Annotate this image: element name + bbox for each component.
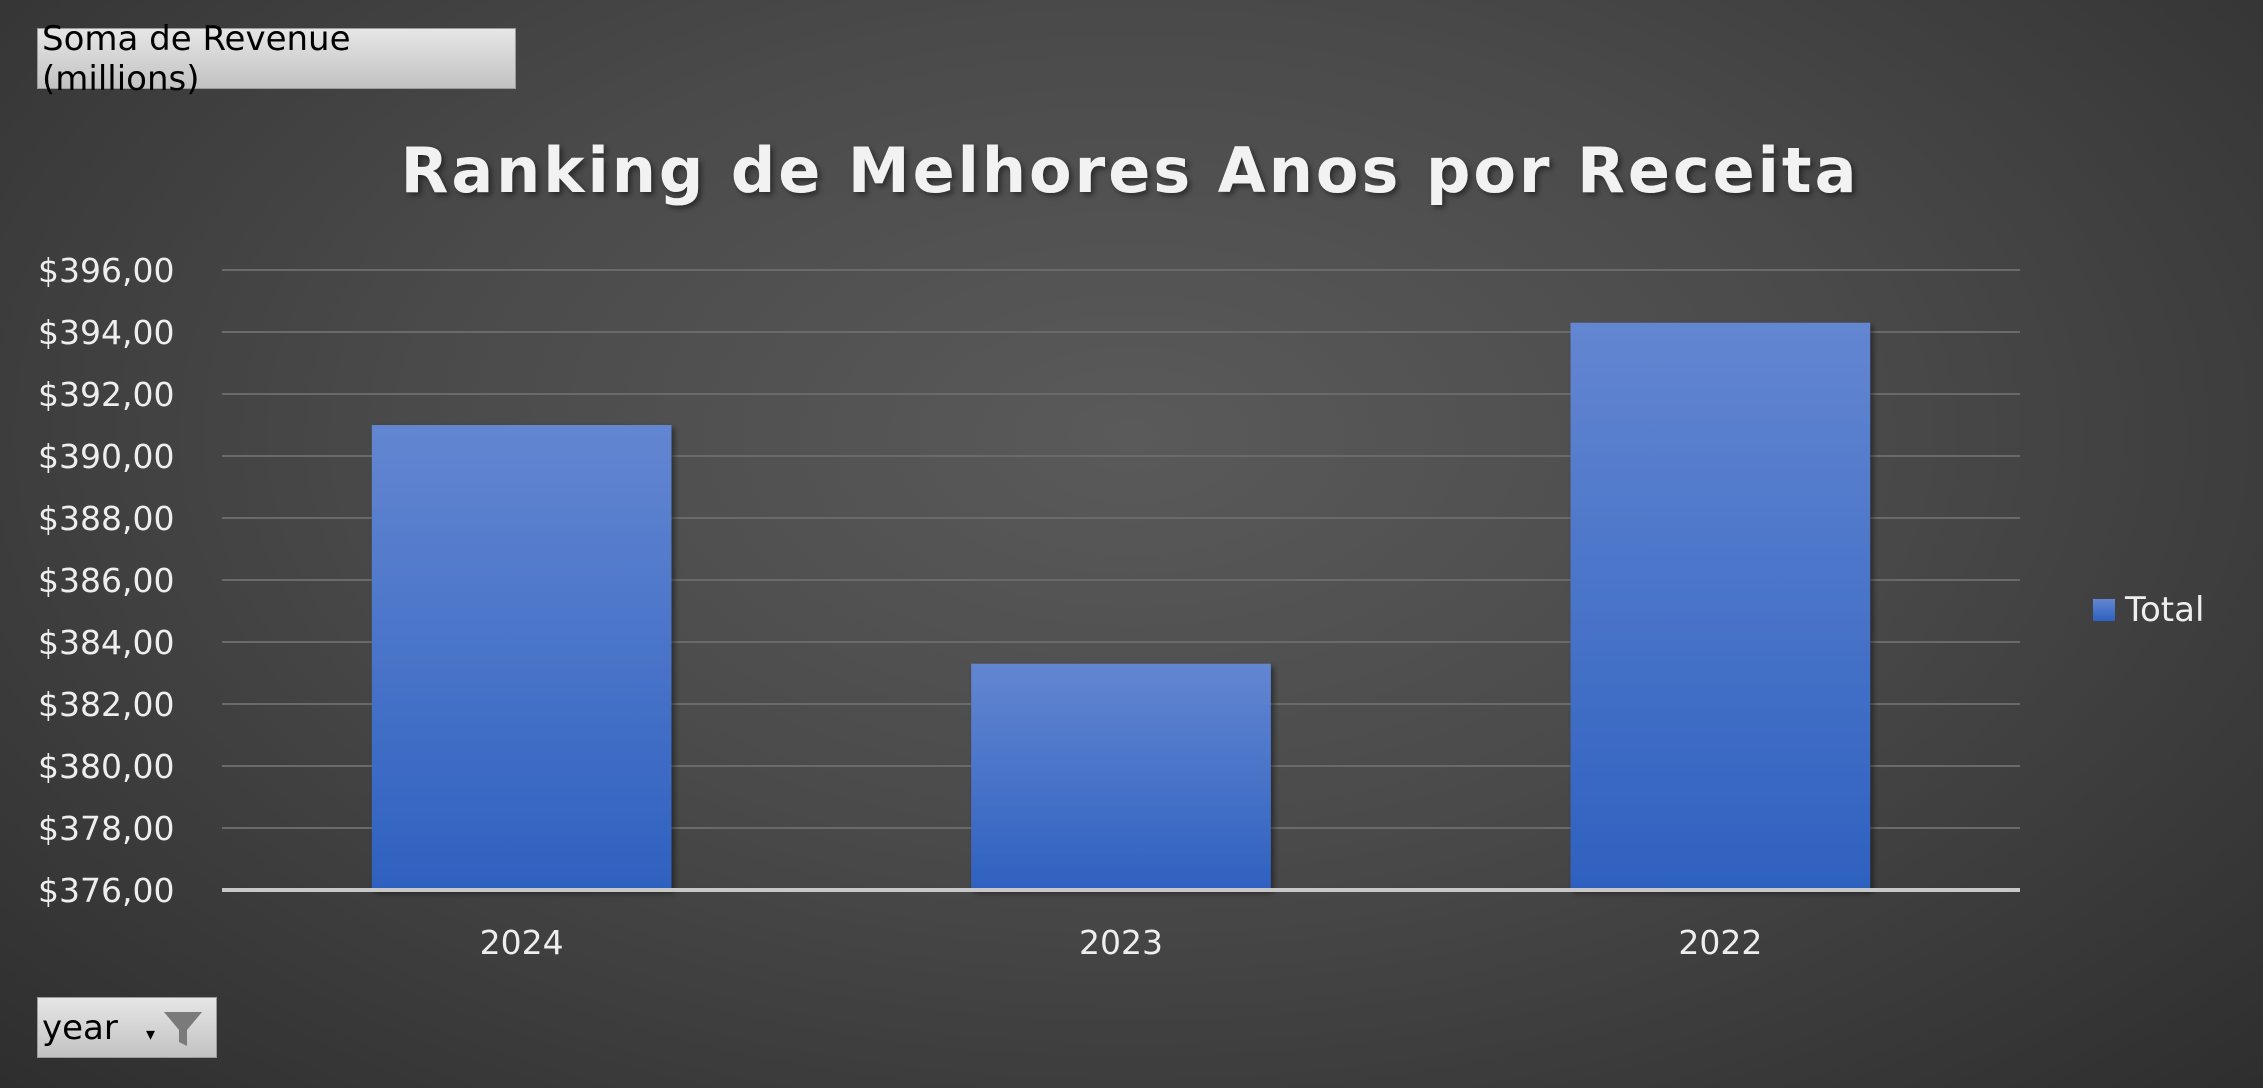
y-tick-label: $396,00 — [38, 251, 174, 290]
year-filter-label: year — [42, 1007, 118, 1048]
bar-2024[interactable] — [371, 425, 672, 890]
y-tick-label: $376,00 — [38, 871, 174, 910]
filter-funnel-icon[interactable] — [162, 1008, 204, 1050]
value-field-label: Soma de Revenue (millions) — [42, 18, 351, 99]
x-tick-label: 2024 — [480, 923, 564, 962]
dropdown-arrow-icon[interactable]: ▾ — [146, 1024, 156, 1045]
legend-swatch-total — [2093, 599, 2115, 621]
y-tick-label: $388,00 — [38, 499, 174, 538]
year-filter-button[interactable]: year ▾ — [37, 997, 217, 1058]
y-tick-label: $386,00 — [38, 561, 174, 600]
bar-2022[interactable] — [1570, 322, 1871, 890]
x-tick-label: 2023 — [1079, 923, 1163, 962]
bar-2023[interactable] — [971, 663, 1271, 890]
value-field-button[interactable]: Soma de Revenue (millions) — [37, 19, 516, 99]
chart-title: Ranking de Melhores Anos por Receita — [401, 134, 1860, 207]
y-tick-label: $394,00 — [38, 313, 174, 352]
y-tick-label: $382,00 — [38, 685, 174, 724]
y-tick-label: $390,00 — [38, 437, 174, 476]
legend: Total — [2093, 590, 2204, 630]
x-tick-label: 2022 — [1678, 923, 1762, 962]
y-axis-tick-labels: $376,00 $378,00 $380,00 $382,00 $384,00 $386,… — [38, 251, 174, 910]
y-tick-label: $384,00 — [38, 623, 174, 662]
y-tick-label: $392,00 — [38, 375, 174, 414]
y-tick-label: $378,00 — [38, 809, 174, 848]
legend-label-total: Total — [2124, 590, 2204, 630]
bars — [371, 322, 1871, 890]
x-axis-tick-labels: 2024 2023 2022 — [480, 923, 1763, 962]
y-tick-label: $380,00 — [38, 747, 174, 786]
